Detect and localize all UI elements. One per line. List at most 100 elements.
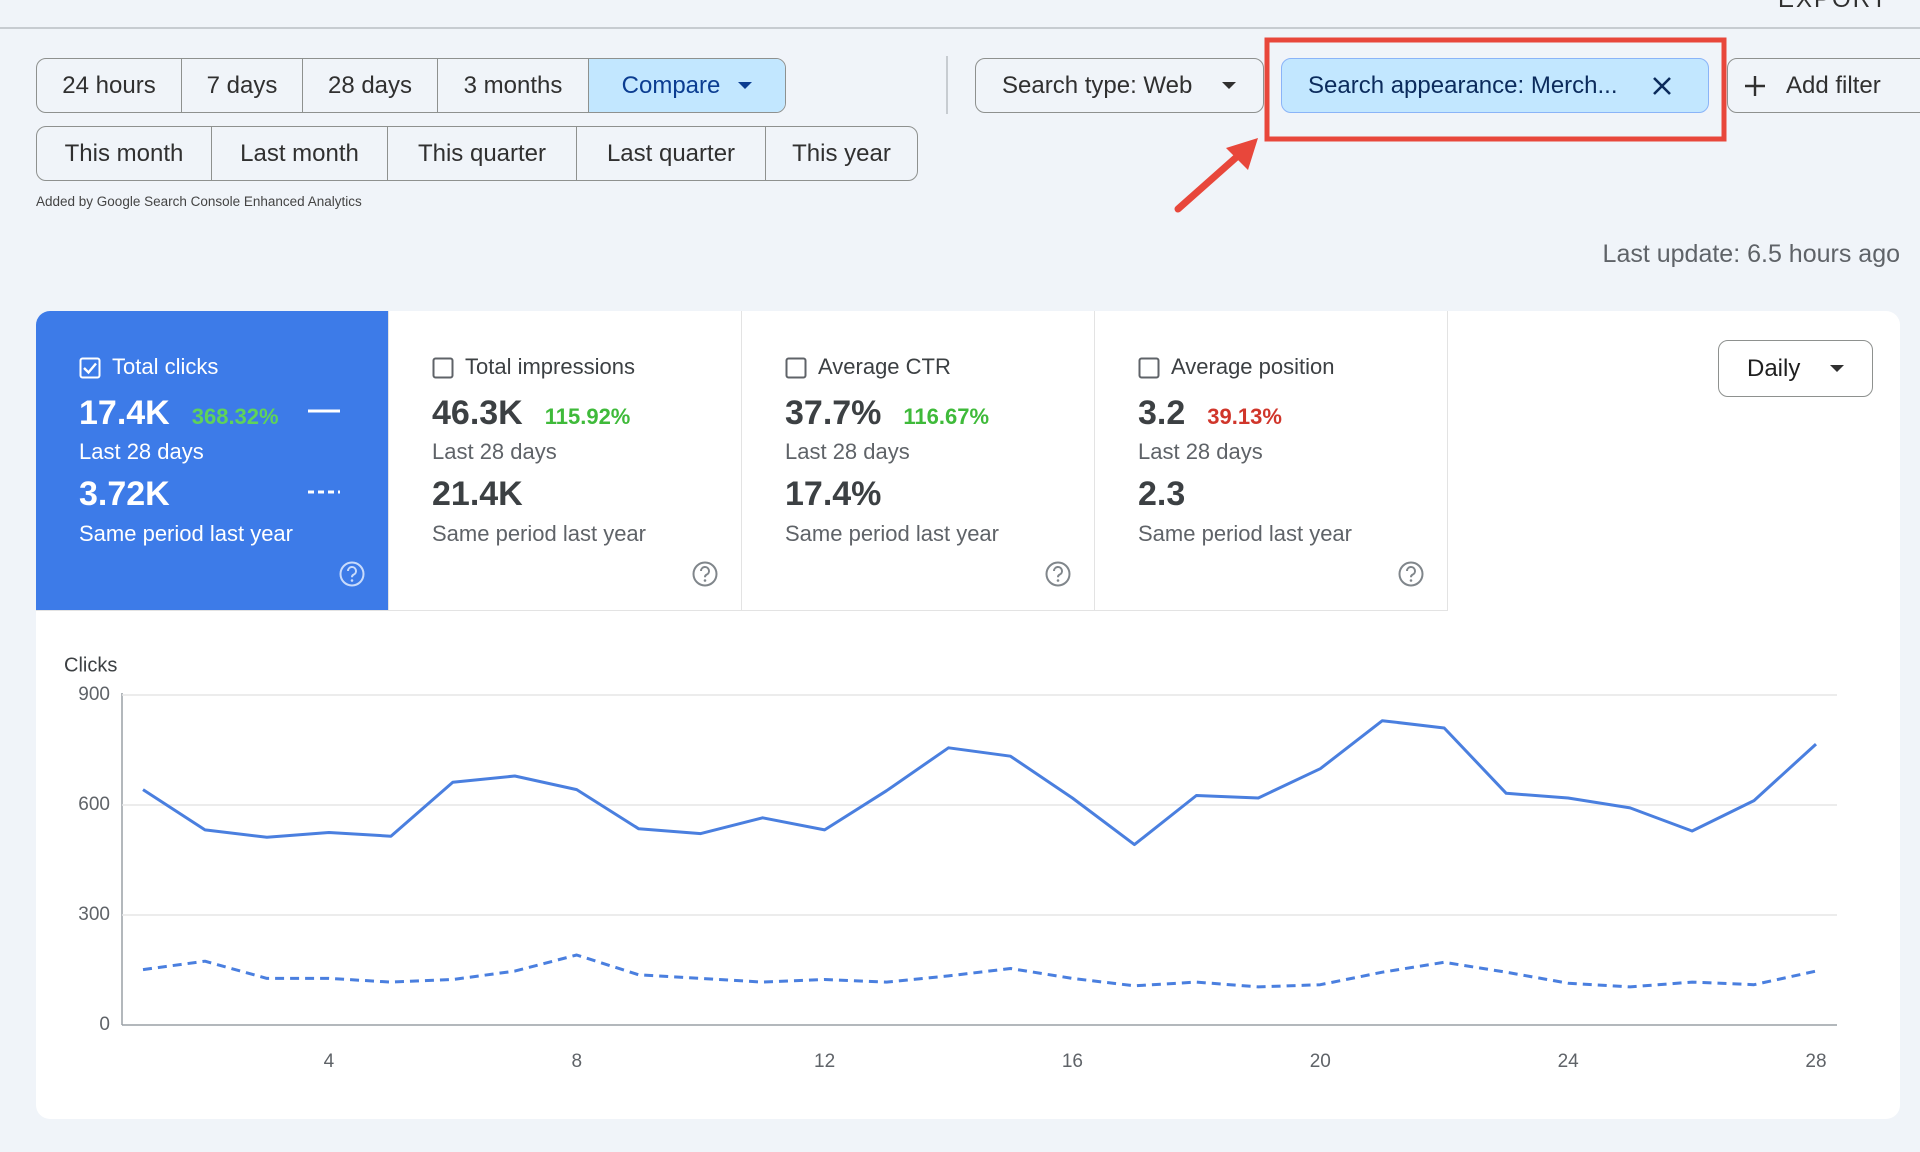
arrow-shaft — [1174, 150, 1244, 213]
period-button[interactable]: Last month — [212, 127, 388, 180]
search-type-filter[interactable]: Search type: Web — [975, 58, 1264, 113]
checkbox — [785, 357, 807, 379]
date-button[interactable]: 28 days — [303, 59, 438, 112]
metric-period: Last 28 days — [79, 439, 204, 464]
plus-icon — [1745, 75, 1765, 96]
date-button[interactable]: 3 months — [438, 59, 589, 112]
help-mark — [1053, 566, 1063, 578]
metric-previous: 21.4K — [432, 475, 523, 513]
period-button[interactable]: This month — [37, 127, 212, 180]
extension-note: Added by Google Search Console Enhanced … — [36, 194, 362, 209]
y-tick-label: 600 — [78, 794, 110, 815]
y-tick-label: 0 — [99, 1014, 110, 1035]
performance-panel: Daily Total clicks 17.4K 368.32% Last 28 da… — [36, 311, 1900, 1119]
help-dot — [703, 579, 707, 582]
metric-previous-period: Same period last year — [432, 521, 646, 546]
last-update: Last update: 6.5 hours ago — [1602, 240, 1900, 268]
metric-previous-period: Same period last year — [79, 521, 293, 546]
metric-value-row: 17.4K 368.32% — [79, 394, 279, 433]
metric-previous: 17.4% — [785, 475, 882, 513]
compare-label: Compare — [621, 71, 721, 99]
checkbox-box — [432, 357, 454, 379]
add-filter-button[interactable]: Add filter — [1727, 58, 1920, 113]
metric-previous-period: Same period last year — [785, 521, 999, 546]
help-mark — [700, 566, 710, 578]
caret — [1830, 364, 1845, 372]
help-icon[interactable] — [338, 560, 366, 588]
metric-value-row: 3.2 39.13% — [1138, 394, 1282, 433]
metric-change: 39.13% — [1207, 404, 1282, 429]
metric-tile[interactable]: Total impressions 46.3K 115.92% Last 28 day… — [389, 311, 742, 611]
help-icon[interactable] — [691, 560, 719, 588]
x-tick-label: 12 — [814, 1051, 835, 1072]
metric-change: 115.92% — [544, 404, 631, 429]
y-tick-label: 300 — [78, 904, 110, 925]
metric-tile[interactable]: Total clicks 17.4K 368.32% Last 28 days 3.72… — [36, 311, 389, 611]
highlight-box — [1264, 37, 1727, 142]
metric-value: 3.2 — [1138, 394, 1186, 432]
checkbox-box — [79, 357, 101, 379]
help-mark — [1406, 566, 1416, 578]
checkbox-box — [785, 357, 807, 379]
x-tick-label: 28 — [1805, 1051, 1826, 1072]
help-icon[interactable] — [1397, 560, 1425, 588]
metric-change: 116.67% — [903, 404, 990, 429]
top-divider — [0, 27, 1920, 29]
checkmark — [83, 362, 97, 375]
metric-label: Total clicks — [112, 354, 219, 379]
checkbox — [432, 357, 454, 379]
metric-value: 17.4K — [79, 394, 170, 432]
x-tick-label: 24 — [1558, 1051, 1580, 1072]
date-button[interactable]: 7 days — [182, 59, 303, 112]
metric-value-row: 37.7% 116.67% — [785, 394, 989, 433]
date-range-group: 24 hours 7 days 28 days 3 months Compare — [36, 58, 786, 113]
search-appearance-filter[interactable]: Search appearance: Merch... — [1281, 58, 1709, 113]
add-filter-label: Add filter — [1786, 71, 1881, 99]
caret — [1222, 81, 1237, 89]
date-button[interactable]: 24 hours — [37, 59, 182, 112]
y-tick-label: 900 — [78, 684, 110, 705]
help-circle — [1398, 561, 1424, 587]
metric-tile[interactable]: Average position 3.2 39.13% Last 28 days 2.3… — [1095, 311, 1448, 611]
metric-value: 46.3K — [432, 394, 523, 432]
metric-previous-period: Same period last year — [1138, 521, 1352, 546]
help-circle — [1045, 561, 1071, 587]
annotation — [1174, 37, 1727, 213]
metric-tile[interactable]: Average CTR 37.7% 116.67% Last 28 days 17.4%… — [742, 311, 1095, 611]
search-type-label: Search type: Web — [1002, 71, 1193, 99]
period-button[interactable]: Last quarter — [577, 127, 766, 180]
metric-previous: 2.3 — [1138, 475, 1186, 513]
help-dot — [1056, 579, 1060, 582]
granularity-label: Daily — [1747, 354, 1801, 382]
x-tick-label: 20 — [1310, 1051, 1331, 1072]
x-tick-label: 16 — [1062, 1051, 1083, 1072]
help-circle — [692, 561, 718, 587]
metric-change: 368.32% — [191, 404, 279, 429]
metric-period: Last 28 days — [432, 439, 557, 464]
period-button[interactable]: This quarter — [388, 127, 577, 180]
metric-previous: 3.72K — [79, 475, 170, 513]
x-tick-label: 4 — [324, 1051, 335, 1072]
metric-period: Last 28 days — [785, 439, 910, 464]
granularity-dropdown[interactable]: Daily — [1718, 340, 1873, 397]
metric-label: Total impressions — [465, 354, 635, 379]
search-appearance-label: Search appearance: Merch... — [1308, 71, 1618, 99]
period-button[interactable]: This year — [792, 139, 891, 167]
compare-button[interactable]: Compare — [589, 59, 785, 112]
checkbox — [79, 357, 101, 379]
caret — [738, 81, 753, 89]
filter-divider — [946, 56, 948, 114]
help-icon[interactable] — [1044, 560, 1072, 588]
current-period-line — [142, 719, 1818, 847]
metric-period: Last 28 days — [1138, 439, 1263, 464]
help-circle — [339, 561, 365, 587]
arrow-head — [1226, 138, 1258, 170]
export-button[interactable]: EXPORT — [1738, 0, 1888, 14]
remove-filter-icon[interactable] — [1652, 76, 1672, 96]
metric-label: Average CTR — [818, 354, 951, 379]
previous-period-line — [142, 953, 1817, 989]
help-dot — [1409, 579, 1413, 582]
help-mark — [347, 566, 357, 578]
